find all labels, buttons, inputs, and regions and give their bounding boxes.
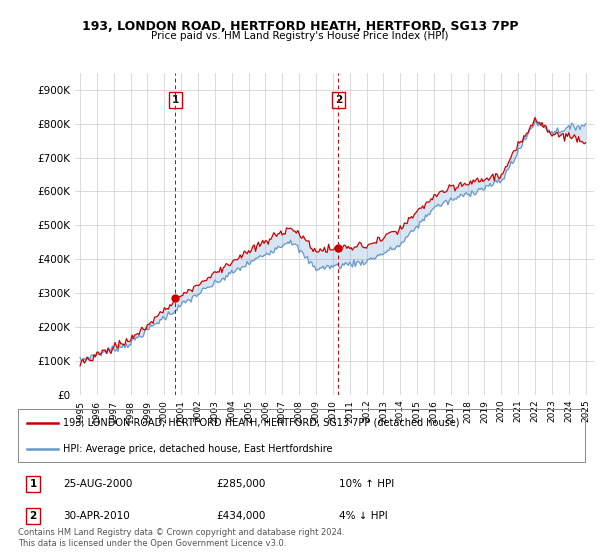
Text: Price paid vs. HM Land Registry's House Price Index (HPI): Price paid vs. HM Land Registry's House … (151, 31, 449, 41)
Text: HPI: Average price, detached house, East Hertfordshire: HPI: Average price, detached house, East… (64, 444, 333, 454)
Text: Contains HM Land Registry data © Crown copyright and database right 2024.
This d: Contains HM Land Registry data © Crown c… (18, 528, 344, 548)
Text: 1: 1 (29, 479, 37, 489)
Text: 2: 2 (335, 95, 342, 105)
Text: 1: 1 (172, 95, 179, 105)
Text: £285,000: £285,000 (216, 479, 265, 489)
Text: 193, LONDON ROAD, HERTFORD HEATH, HERTFORD, SG13 7PP (detached house): 193, LONDON ROAD, HERTFORD HEATH, HERTFO… (64, 418, 460, 428)
Text: 30-APR-2010: 30-APR-2010 (63, 511, 130, 521)
Text: £434,000: £434,000 (216, 511, 265, 521)
Text: 2: 2 (29, 511, 37, 521)
Text: 193, LONDON ROAD, HERTFORD HEATH, HERTFORD, SG13 7PP: 193, LONDON ROAD, HERTFORD HEATH, HERTFO… (82, 20, 518, 32)
Text: 10% ↑ HPI: 10% ↑ HPI (339, 479, 394, 489)
Point (334, 243, 343, 252)
Point (170, 294, 180, 303)
Text: 25-AUG-2000: 25-AUG-2000 (63, 479, 133, 489)
Text: 4% ↓ HPI: 4% ↓ HPI (339, 511, 388, 521)
